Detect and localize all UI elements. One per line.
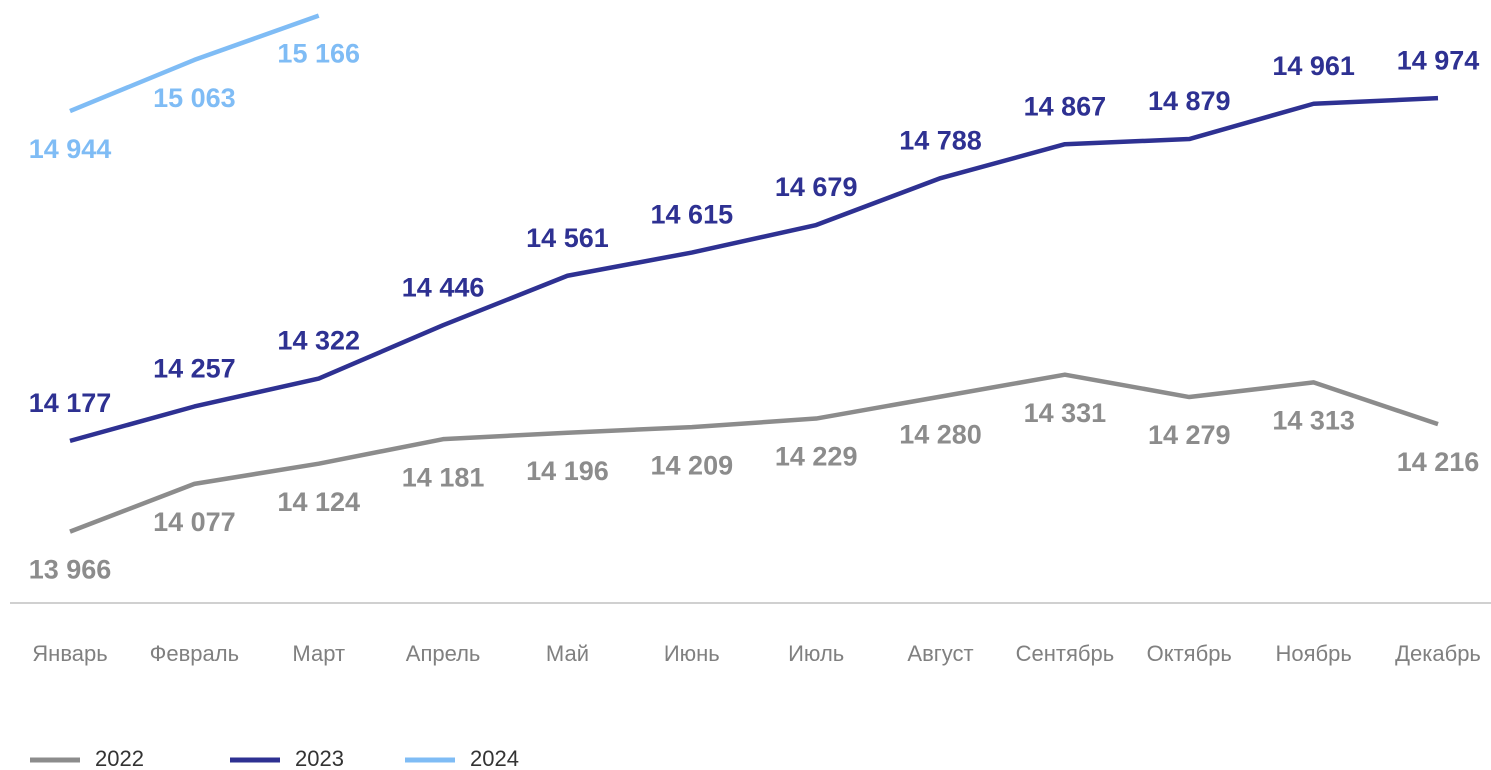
- data-label: 14 331: [1024, 398, 1107, 428]
- data-label: 14 181: [402, 462, 485, 492]
- data-label: 14 313: [1272, 406, 1355, 436]
- x-tick-label: Май: [546, 641, 589, 666]
- x-tick-label: Июль: [788, 641, 844, 666]
- x-tick-label: Январь: [32, 641, 107, 666]
- data-label: 14 879: [1148, 86, 1231, 116]
- legend-label: 2023: [295, 746, 344, 770]
- data-label: 14 788: [899, 125, 982, 155]
- data-label: 15 166: [277, 39, 360, 69]
- x-tick-label: Октябрь: [1147, 641, 1232, 666]
- data-label: 14 615: [651, 200, 734, 230]
- data-label: 14 322: [277, 326, 360, 356]
- data-label: 14 974: [1397, 45, 1480, 75]
- data-label: 14 679: [775, 172, 858, 202]
- data-label: 14 279: [1148, 420, 1231, 450]
- data-label: 14 280: [899, 420, 982, 450]
- series-line: [69, 13, 320, 114]
- series-line: [69, 95, 1439, 444]
- data-label: 14 257: [153, 354, 236, 384]
- x-tick-label: Апрель: [406, 641, 481, 666]
- data-label: 14 216: [1397, 447, 1480, 477]
- data-label: 14 177: [29, 388, 112, 418]
- data-label: 14 944: [29, 134, 112, 164]
- x-tick-label: Декабрь: [1395, 641, 1481, 666]
- data-label: 14 867: [1024, 91, 1107, 121]
- data-label: 13 966: [29, 555, 112, 585]
- x-tick-label: Ноябрь: [1275, 641, 1351, 666]
- x-tick-label: Сентябрь: [1016, 641, 1115, 666]
- x-tick-label: Август: [907, 641, 973, 666]
- data-label: 14 077: [153, 507, 236, 537]
- data-label: 14 561: [526, 223, 609, 253]
- data-label: 14 229: [775, 442, 858, 472]
- data-label: 14 209: [651, 450, 734, 480]
- x-tick-label: Февраль: [150, 641, 239, 666]
- legend-label: 2022: [95, 746, 144, 770]
- data-label: 14 446: [402, 272, 485, 302]
- data-label: 14 124: [277, 487, 360, 517]
- x-tick-label: Март: [292, 641, 345, 666]
- data-label: 15 063: [153, 83, 236, 113]
- data-label: 14 196: [526, 456, 609, 486]
- legend-label: 2024: [470, 746, 519, 770]
- x-tick-label: Июнь: [664, 641, 720, 666]
- data-label: 14 961: [1272, 51, 1355, 81]
- series-line: [69, 372, 1439, 534]
